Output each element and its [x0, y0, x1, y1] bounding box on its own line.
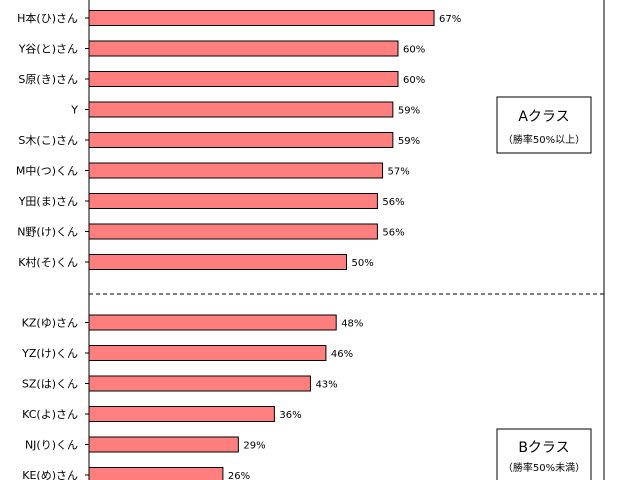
group-a-box: Aクラス （勝率50%以上） — [496, 96, 592, 154]
bar — [88, 162, 384, 179]
bar — [88, 40, 399, 57]
category-label: Y — [70, 104, 78, 117]
category-label: SZ(は)くん — [22, 378, 78, 391]
data-label: 56% — [382, 197, 404, 208]
data-label: 43% — [315, 380, 337, 391]
data-label: 60% — [403, 75, 425, 86]
bar — [88, 375, 311, 392]
category-label: M中(つ)くん — [16, 165, 78, 178]
bar — [88, 467, 224, 480]
category-label: S原(き)さん — [18, 73, 78, 86]
data-label: 29% — [243, 441, 265, 452]
bar — [88, 314, 337, 331]
bar — [88, 345, 327, 361]
category-label: Y田(ま)さん — [18, 195, 78, 208]
bar — [88, 223, 378, 240]
category-label: YZ(け)くん — [21, 347, 78, 360]
group-a-title: Aクラス — [518, 109, 569, 125]
data-label: 36% — [279, 410, 301, 421]
bar — [88, 132, 394, 148]
data-label: 26% — [228, 471, 250, 480]
category-labels: H本(ひ)さん Y谷(と)さん S原(き)さん Y S木(こ)さん M中(つ)くん Y田(ま… — [16, 11, 78, 480]
bar — [88, 193, 378, 209]
value-labels: 67% 60% 60% 59% 59% 57% 56% 56% 50% 48% 46% 43% 36% 2… — [228, 14, 461, 480]
bar — [88, 71, 399, 87]
data-label: 46% — [331, 349, 353, 360]
group-b-subtitle: （勝率50%未満） — [503, 461, 585, 474]
category-label: S木(こ)さん — [18, 134, 78, 147]
category-label: KC(よ)さん — [22, 408, 78, 421]
data-label: 48% — [341, 319, 363, 330]
category-label: Y谷(と)さん — [18, 43, 78, 56]
category-label: KZ(ゆ)さん — [22, 317, 78, 330]
bar — [88, 10, 435, 26]
category-label: KE(め)さん — [22, 469, 78, 480]
category-label: N野(け)くん — [17, 226, 78, 239]
group-b-title: Bクラス — [518, 440, 569, 456]
data-label: 50% — [352, 258, 374, 269]
category-label: K村(そ)くん — [18, 255, 78, 269]
bar — [88, 254, 347, 270]
category-label: NJ(り)くん — [25, 439, 78, 452]
bar — [88, 436, 239, 453]
data-label: 56% — [382, 228, 404, 239]
data-label: 59% — [398, 106, 420, 117]
bar — [88, 406, 275, 422]
group-a-subtitle: （勝率50%以上） — [503, 133, 585, 146]
data-label: 59% — [398, 136, 420, 147]
category-label: H本(ひ)さん — [17, 11, 78, 25]
bar-series — [88, 10, 435, 480]
group-b-box: Bクラス （勝率50%未満） — [496, 428, 592, 480]
data-label: 67% — [439, 14, 461, 25]
data-label: 60% — [403, 45, 425, 56]
data-label: 57% — [388, 167, 410, 178]
bar — [88, 101, 394, 118]
